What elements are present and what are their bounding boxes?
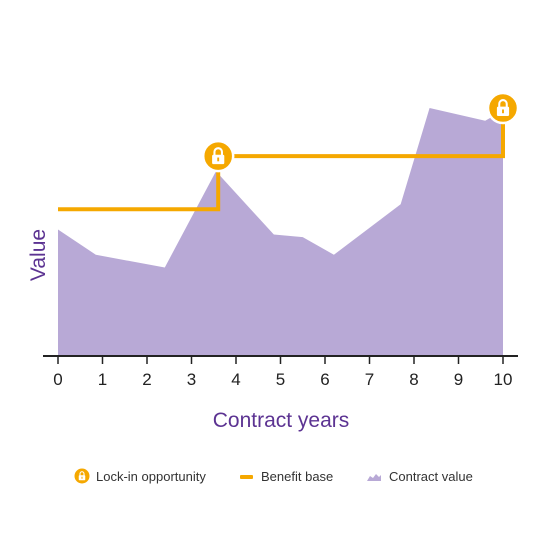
contract-value-swatch: [367, 474, 381, 481]
x-tick-label: 9: [454, 370, 463, 389]
contract-value-area-layer: [58, 108, 503, 356]
legend-label-contract-value: Contract value: [389, 469, 473, 484]
legend-item-benefit-base: Benefit base: [240, 469, 333, 484]
x-tick-label: 1: [98, 370, 107, 389]
legend-item-contract-value: Contract value: [367, 469, 473, 484]
legend-label-lock-in: Lock-in opportunity: [96, 469, 206, 484]
legend: Lock-in opportunity Benefit base Contrac…: [73, 467, 473, 485]
x-tick-label: 3: [187, 370, 196, 389]
x-axis: 0 1 2 3 4 5 6 7 8 9 10: [43, 355, 518, 389]
x-axis-title: Contract years: [213, 409, 350, 432]
x-tick-label: 7: [365, 370, 374, 389]
lock-icon: [486, 91, 520, 125]
lock-icon: [201, 139, 235, 173]
lock-in-markers: [201, 91, 520, 173]
x-tick-label: 4: [231, 370, 240, 389]
contract-value-area: [58, 108, 503, 356]
lock-icon: [73, 467, 91, 485]
legend-label-benefit-base: Benefit base: [261, 469, 333, 484]
x-tick-label: 10: [494, 370, 513, 389]
benefit-base-swatch: [240, 475, 253, 479]
x-tick-label: 0: [53, 370, 62, 389]
x-tick-label: 6: [320, 370, 329, 389]
x-tick-label: 8: [409, 370, 418, 389]
y-axis-title: Value: [27, 229, 50, 281]
lock-icon: [73, 467, 91, 485]
legend-item-lock-in: Lock-in opportunity: [73, 467, 206, 485]
x-tick-label: 2: [142, 370, 151, 389]
x-tick-label: 5: [276, 370, 285, 389]
